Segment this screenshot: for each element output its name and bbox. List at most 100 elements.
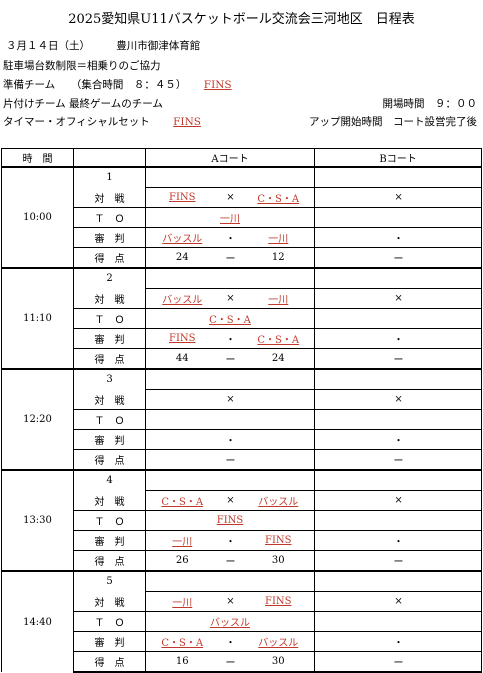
schedule-row: 得 点 16 ー 30 ー	[2, 651, 483, 673]
schedule-row: 12:20 3	[1, 368, 483, 470]
court-a-ref2: 一川	[242, 227, 316, 248]
label-match: 対 戦	[73, 591, 146, 612]
schedule-row: Ｔ Ｏ C・S・A	[2, 308, 483, 329]
schedule-row: 対 戦 × ×	[2, 389, 483, 410]
label-score: 得 点	[73, 550, 146, 572]
schedule-row: 得 点 24 ー 12 ー	[2, 247, 483, 269]
court-b-score2	[408, 247, 483, 269]
time-slot: 10:00	[1, 166, 74, 268]
court-b-ref2	[408, 227, 483, 248]
court-b-score2	[408, 449, 483, 471]
schedule-row: 対 戦バッスル × 一川 ×	[2, 288, 483, 309]
court-b-ref1	[314, 227, 389, 248]
header-court-b: Bコート	[314, 148, 483, 168]
court-a-to	[145, 409, 316, 430]
court-a-ref1: バッスル	[145, 227, 219, 248]
court-a-ref2	[242, 429, 316, 450]
court-a-score1: 26	[145, 550, 219, 572]
court-a-ref1: 一川	[145, 530, 219, 551]
court-a-vs: ×	[218, 389, 243, 410]
court-b-vs: ×	[388, 288, 409, 309]
court-a-score2: 12	[242, 247, 316, 269]
court-b-blank	[314, 368, 483, 390]
schedule-row: 対 戦一川 × FINS ×	[2, 591, 483, 612]
court-b-blank	[314, 570, 483, 592]
schedule-row: Ｔ Ｏ FINS	[2, 510, 483, 531]
label-score: 得 点	[73, 247, 146, 269]
court-b-team1	[314, 288, 389, 309]
court-b-score1	[314, 247, 389, 269]
court-b-blank	[314, 166, 483, 188]
court-b-score-dash: ー	[388, 348, 409, 370]
court-b-team2	[408, 490, 483, 511]
schedule-row: 得 点ーー	[2, 449, 483, 471]
court-a-ref2: FINS	[242, 530, 316, 551]
schedule-row: 審 判 ・ ・	[2, 429, 483, 450]
schedule-row: 対 戦 FINS × C・S・A ×	[2, 187, 483, 208]
schedule-row: Ｔ Ｏ バッスル	[2, 611, 483, 632]
court-a-to: C・S・A	[145, 308, 316, 329]
court-a-ref1: FINS	[145, 328, 219, 349]
label-to: Ｔ Ｏ	[73, 409, 146, 430]
court-b-ref2	[408, 530, 483, 551]
court-a-score1	[145, 449, 219, 471]
header-time: 時 間	[1, 148, 74, 168]
court-a-score-dash: ー	[218, 651, 243, 673]
court-b-score1	[314, 651, 389, 673]
court-b-score1	[314, 449, 389, 471]
schedule-row: 審 判バッスル・一川・	[2, 227, 483, 248]
label-match: 対 戦	[73, 288, 146, 309]
court-a-score2: 30	[242, 651, 316, 673]
court-a-score-dash: ー	[218, 449, 243, 471]
court-a-score1: 44	[145, 348, 219, 370]
timer-label: タイマー・オフィシャルセット	[3, 116, 150, 128]
court-a-team2	[242, 389, 316, 410]
prep-label: 準備チーム （集合時間 ８：４５）	[3, 79, 187, 91]
court-b-ref2	[408, 429, 483, 450]
court-a-score-dash: ー	[218, 348, 243, 370]
schedule-row: 得 点 26 ー 30 ー	[2, 550, 483, 572]
court-b-team2	[408, 389, 483, 410]
label-score: 得 点	[73, 651, 146, 673]
time-slot: 11:10	[1, 267, 74, 369]
schedule-row: 13:30 4	[1, 469, 483, 571]
court-b-score-dash: ー	[388, 550, 409, 572]
court-b-to	[314, 207, 483, 228]
court-b-team1	[314, 591, 389, 612]
court-a-ref-dot: ・	[218, 328, 243, 349]
schedule-row: 14:40 5	[1, 570, 483, 672]
court-b-ref1	[314, 429, 389, 450]
court-b-ref-dot: ・	[388, 328, 409, 349]
court-a-team1: FINS	[145, 187, 219, 208]
label-score: 得 点	[73, 348, 146, 370]
game-number: 5	[73, 570, 146, 592]
court-b-ref1	[314, 530, 389, 551]
cleanup-note: 片付けチーム 最終ゲームのチーム	[3, 98, 163, 110]
court-b-vs: ×	[388, 187, 409, 208]
time-slot: 12:20	[1, 368, 74, 470]
schedule-table: 時 間 Aコート Bコート 10:00 1 対 戦 FINS × C・S・A × Ｔ Ｏ 一川審…	[1, 148, 483, 673]
schedule-row: 対 戦 C・S・A × バッスル ×	[2, 490, 483, 511]
court-a-score-dash: ー	[218, 247, 243, 269]
court-b-score1	[314, 550, 389, 572]
court-b-to	[314, 409, 483, 430]
page-title: 2025愛知県U11バスケットボール交流会三河地区 日程表	[68, 12, 415, 27]
court-a-to: バッスル	[145, 611, 316, 632]
court-b-team1	[314, 187, 389, 208]
court-b-blank	[314, 267, 483, 289]
court-b-to	[314, 308, 483, 329]
prep-line: 準備チーム （集合時間 ８：４５） FINS	[3, 77, 232, 92]
court-a-vs: ×	[218, 288, 243, 309]
label-to: Ｔ Ｏ	[73, 207, 146, 228]
schedule-row: 審 判一川・ FINS ・	[2, 530, 483, 551]
court-a-team2: FINS	[242, 591, 316, 612]
schedule-row: 11:10 2	[1, 267, 483, 369]
court-a-ref-dot: ・	[218, 227, 243, 248]
court-b-team2	[408, 591, 483, 612]
court-a-blank	[145, 267, 316, 289]
court-a-ref1	[145, 429, 219, 450]
label-ref: 審 判	[73, 227, 146, 248]
parking-note: 駐車場台数制限＝相乗りのご協力	[3, 60, 161, 72]
label-match: 対 戦	[73, 490, 146, 511]
label-to: Ｔ Ｏ	[73, 510, 146, 531]
